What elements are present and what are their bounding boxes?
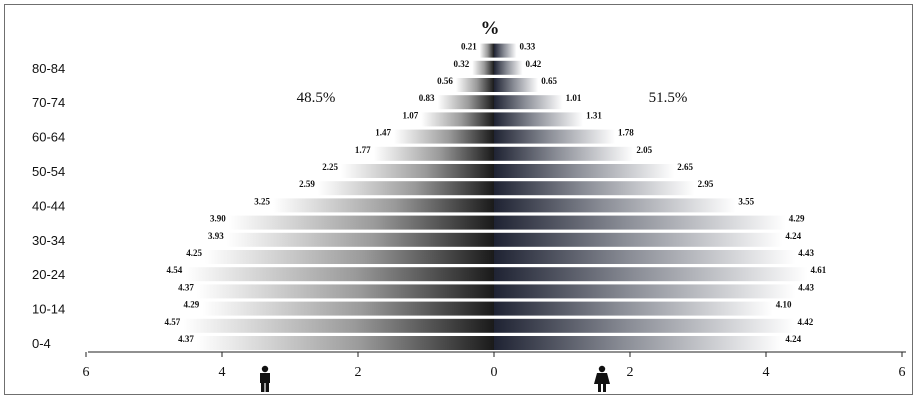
age-tick-label: 20-24: [32, 267, 65, 282]
data-label-left: 2.25: [322, 162, 338, 172]
data-label-left: 0.56: [437, 76, 453, 86]
bar-left-40-44: [273, 198, 494, 213]
data-label-left: 1.07: [402, 110, 418, 120]
data-label-right: 4.10: [776, 300, 792, 310]
data-label-right: 4.29: [789, 214, 805, 224]
data-label-left: 1.47: [375, 128, 391, 138]
bar-right-25-29: [494, 250, 796, 264]
data-label-left: 4.54: [167, 265, 183, 275]
age-tick-label: 10-14: [32, 302, 65, 317]
bar-left-75-79: [455, 78, 494, 92]
data-label-left: 0.83: [419, 93, 435, 103]
bar-right-75-79: [494, 78, 539, 92]
bar-right-85+: [494, 43, 517, 58]
data-label-left: 3.93: [208, 231, 224, 241]
x-tick-label: 4: [763, 365, 770, 380]
bar-left-80-84: [472, 60, 494, 75]
data-label-right: 0.33: [519, 42, 535, 52]
bar-right-40-44: [494, 198, 736, 213]
data-label-right: 4.61: [810, 265, 826, 275]
data-label-left: 4.57: [164, 317, 180, 327]
data-label-left: 1.77: [355, 145, 371, 155]
age-tick-label: 30-34: [32, 233, 65, 248]
age-tick-label: 70-74: [32, 95, 65, 110]
data-label-left: 4.25: [186, 248, 202, 258]
data-label-left: 0.32: [453, 59, 469, 69]
bar-right-60-64: [494, 129, 616, 144]
bar-left-15-19: [196, 284, 494, 299]
bar-left-30-34: [226, 232, 494, 247]
bar-right-80-84: [494, 60, 523, 75]
data-label-right: 1.31: [586, 110, 602, 120]
data-label-left: 3.25: [254, 196, 270, 206]
bar-right-5-9: [494, 318, 795, 333]
chart-title: %: [481, 18, 500, 39]
data-label-right: 1.78: [618, 128, 634, 138]
data-label-left: 0.21: [461, 42, 477, 52]
bar-right-15-19: [494, 284, 796, 299]
bar-right-45-49: [494, 181, 695, 196]
bar-right-30-34: [494, 232, 783, 247]
bar-left-70-74: [437, 95, 494, 110]
bar-left-25-29: [205, 250, 494, 264]
data-label-right: 4.24: [785, 231, 801, 241]
bar-right-50-54: [494, 164, 675, 178]
data-label-right: 3.55: [738, 196, 754, 206]
bar-left-35-39: [228, 215, 495, 230]
bar-left-10-14: [202, 301, 494, 316]
bar-left-50-54: [341, 164, 494, 178]
data-label-left: 4.37: [178, 282, 194, 292]
bar-left-45-49: [317, 181, 494, 196]
data-label-right: 1.01: [566, 93, 582, 103]
data-label-right: 4.24: [785, 334, 801, 344]
data-label-right: 4.43: [798, 248, 814, 258]
bar-right-65-69: [494, 112, 584, 127]
age-tick-label: 40-44: [32, 198, 65, 213]
right-total-label: 51.5%: [649, 90, 688, 106]
x-tick-label: 0: [491, 365, 498, 380]
age-tick-label: 60-64: [32, 130, 65, 145]
left-total-label: 48.5%: [297, 90, 336, 106]
bar-left-85+: [479, 43, 494, 58]
bar-left-0-4: [196, 336, 494, 350]
bar-right-70-74: [494, 95, 563, 110]
data-label-left: 4.37: [178, 334, 194, 344]
bar-right-0-4: [494, 336, 783, 350]
male-figure-icon: [260, 365, 270, 392]
bar-right-55-59: [494, 146, 634, 161]
data-label-left: 3.90: [210, 214, 226, 224]
x-tick-label: 4: [219, 365, 226, 380]
data-label-right: 0.42: [526, 59, 542, 69]
data-label-right: 2.65: [677, 162, 693, 172]
bar-right-35-39: [494, 215, 786, 230]
x-tick-label: 2: [355, 365, 362, 380]
bar-left-65-69: [421, 112, 494, 127]
bar-left-55-59: [373, 146, 494, 161]
female-figure-icon: [594, 365, 610, 392]
data-label-left: 2.59: [299, 179, 315, 189]
bar-right-10-14: [494, 301, 773, 316]
data-label-right: 0.65: [541, 76, 557, 86]
bar-left-60-64: [394, 129, 494, 144]
data-label-right: 4.42: [798, 317, 814, 327]
bar-left-20-24: [185, 267, 494, 282]
x-tick-label: 6: [83, 365, 90, 380]
x-tick-label: 6: [899, 365, 906, 380]
x-tick-label: 2: [627, 365, 634, 380]
data-label-right: 2.95: [698, 179, 714, 189]
data-label-right: 4.43: [798, 282, 814, 292]
data-label-right: 2.05: [636, 145, 652, 155]
age-tick-label: 80-84: [32, 61, 65, 76]
age-tick-label: 0-4: [32, 336, 51, 351]
bar-right-20-24: [494, 267, 808, 282]
age-tick-label: 50-54: [32, 164, 65, 179]
data-label-left: 4.29: [184, 300, 200, 310]
bar-left-5-9: [183, 318, 495, 333]
